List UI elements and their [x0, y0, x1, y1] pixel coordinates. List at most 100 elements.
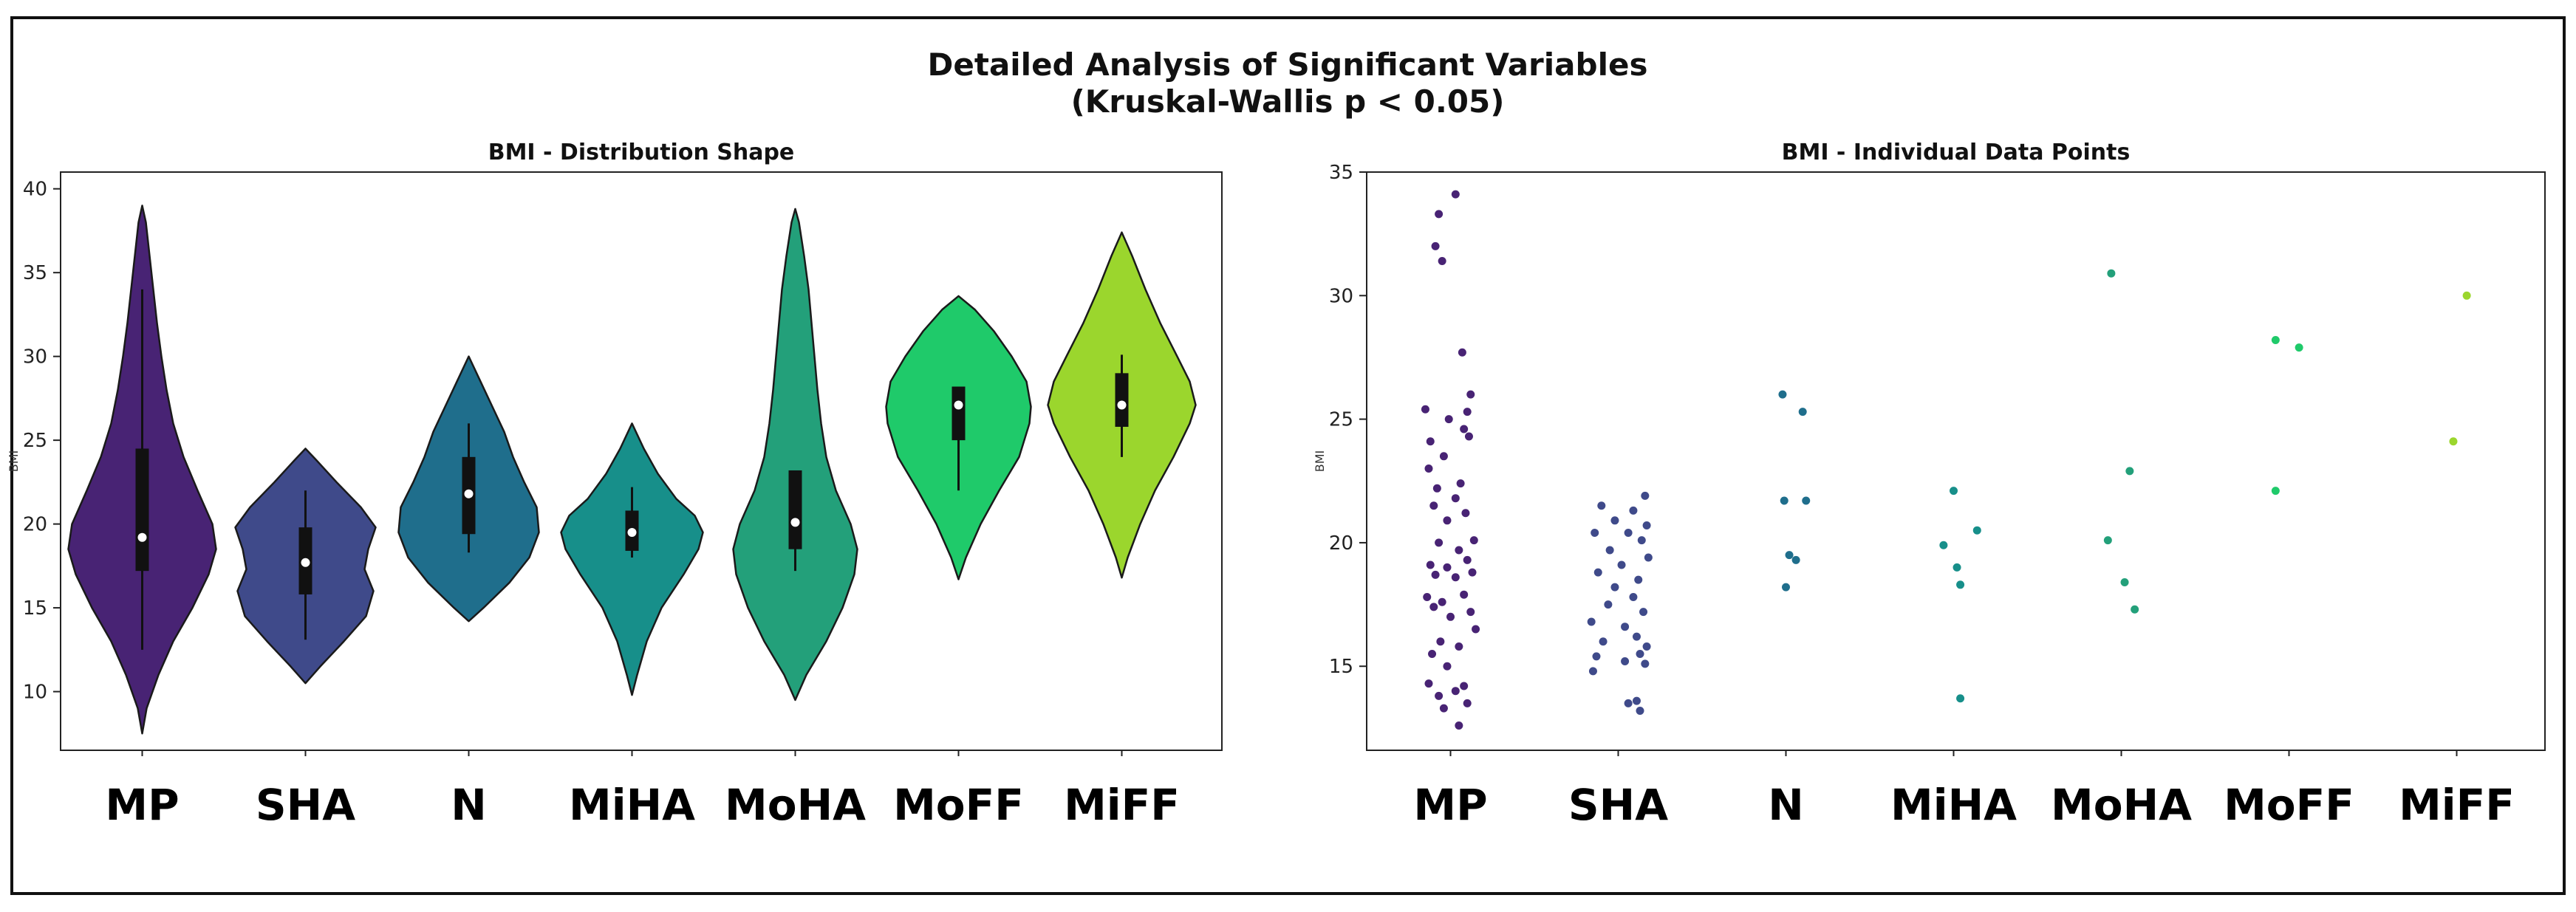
scatter-point — [1432, 484, 1441, 493]
scatter-point — [1435, 691, 1444, 700]
scatter-point — [1435, 538, 1444, 547]
scatter-point — [2107, 269, 2116, 278]
scatter-point — [1438, 597, 1446, 606]
scatter-point — [1641, 659, 1650, 668]
x-category-label: MiHA — [1890, 780, 2017, 830]
violin-iqr-box — [952, 386, 966, 441]
scatter-point — [1617, 560, 1626, 569]
scatter-point — [1424, 679, 1433, 688]
scatter-point — [1460, 425, 1469, 433]
scatter-point — [1791, 555, 1800, 564]
scatter-point — [1939, 541, 1948, 549]
scatter-point — [1458, 348, 1466, 357]
violin-median — [954, 400, 963, 410]
violin-category-labels: MP SHA N MiHA MoHA MoFF MiFF — [105, 750, 1180, 830]
scatter-point — [1780, 496, 1788, 505]
scatter-point — [1426, 437, 1435, 446]
scatter-point — [1621, 657, 1630, 666]
violin-median — [464, 489, 474, 498]
scatter-point — [1436, 637, 1445, 646]
scatter-point — [1587, 617, 1596, 626]
x-category-label: MiFF — [1064, 780, 1180, 830]
x-category-label: N — [451, 780, 487, 830]
y-tick-label: 15 — [1329, 656, 1353, 678]
scatter-point — [1953, 563, 1961, 572]
scatter-panel-title: BMI - Individual Data Points — [1782, 140, 2131, 165]
scatter-point — [1644, 553, 1653, 562]
figure-subtitle: (Kruskal-Wallis p < 0.05) — [1071, 83, 1505, 120]
scatter-point — [1950, 487, 1958, 496]
scatter-axes-frame — [1366, 171, 2546, 751]
scatter-point — [1431, 241, 1440, 250]
x-category-label: MiHA — [569, 780, 695, 830]
scatter-point — [1443, 563, 1452, 572]
scatter-point — [1423, 593, 1432, 602]
scatter-point — [1599, 637, 1608, 646]
scatter-ticks: 15 20 25 30 35 — [1329, 162, 1367, 678]
scatter-point — [1636, 706, 1644, 715]
violin-median — [301, 558, 310, 567]
y-tick-label: 15 — [23, 597, 47, 620]
scatter-point — [1472, 625, 1480, 634]
scatter-point — [1435, 210, 1444, 219]
scatter-point — [1778, 390, 1787, 399]
scatter-point — [1641, 491, 1650, 500]
y-tick-label: 20 — [23, 514, 47, 536]
scatter-category-labels: MP SHA N MiHA MoHA MoFF MiFF — [1413, 750, 2515, 830]
scatter-point — [1639, 608, 1648, 617]
x-category-label: MoFF — [2224, 780, 2354, 830]
violin-panel-title: BMI - Distribution Shape — [488, 140, 795, 165]
scatter-point — [1956, 580, 1965, 589]
violin-median — [1117, 400, 1127, 410]
scatter-point — [1464, 432, 1473, 441]
scatter-point — [1429, 501, 1438, 510]
scatter-point — [1592, 652, 1601, 661]
violin-median — [137, 532, 147, 542]
y-tick-label: 10 — [23, 682, 47, 704]
scatter-point — [2103, 536, 2112, 545]
scatter-point — [1956, 694, 1965, 703]
scatter-point — [1444, 415, 1453, 424]
scatter-point — [1642, 521, 1651, 529]
scatter-point — [1431, 570, 1440, 579]
scatter-point — [1463, 408, 1472, 416]
y-tick-label: 25 — [1329, 409, 1353, 431]
scatter-point — [1421, 405, 1429, 414]
scatter-point — [2125, 467, 2134, 476]
scatter-point — [1438, 256, 1446, 265]
scatter-point — [1460, 682, 1469, 690]
violin-body — [732, 208, 858, 702]
violin-median — [790, 518, 800, 527]
x-category-label: SHA — [1568, 780, 1668, 830]
scatter-point — [1798, 408, 1807, 416]
violin-iqr-box — [788, 470, 802, 549]
scatter-point — [1466, 608, 1475, 617]
scatter-point — [1463, 555, 1472, 564]
violin-median — [627, 527, 637, 537]
violin-axes-frame — [60, 171, 1223, 751]
scatter-point — [1429, 603, 1438, 611]
x-category-label: MP — [105, 780, 179, 830]
scatter-point — [1455, 642, 1463, 651]
scatter-point — [1632, 632, 1641, 641]
x-category-label: MiFF — [2399, 780, 2515, 830]
y-tick-label: 30 — [23, 346, 47, 368]
x-category-label: MoFF — [893, 780, 1024, 830]
scatter-point — [1624, 529, 1633, 538]
y-tick-label: 25 — [23, 430, 47, 452]
scatter-point — [1782, 583, 1790, 592]
x-category-label: MP — [1413, 780, 1487, 830]
scatter-point — [1428, 650, 1437, 658]
violin-ticks: 10 15 20 25 30 35 40 — [23, 179, 61, 704]
scatter-point — [1972, 526, 1981, 535]
scatter-panel: BMI - Individual Data Points BMI 15 20 25 3… — [1313, 140, 2546, 830]
scatter-point — [1621, 623, 1630, 631]
scatter-point — [1802, 496, 1811, 505]
scatter-point — [1632, 696, 1641, 705]
scatter-point — [2131, 605, 2139, 614]
violin-body — [560, 422, 704, 696]
scatter-point — [1785, 551, 1794, 560]
scatter-point — [2271, 487, 2280, 496]
scatter-point — [1443, 516, 1452, 525]
scatter-point — [1610, 516, 1619, 525]
